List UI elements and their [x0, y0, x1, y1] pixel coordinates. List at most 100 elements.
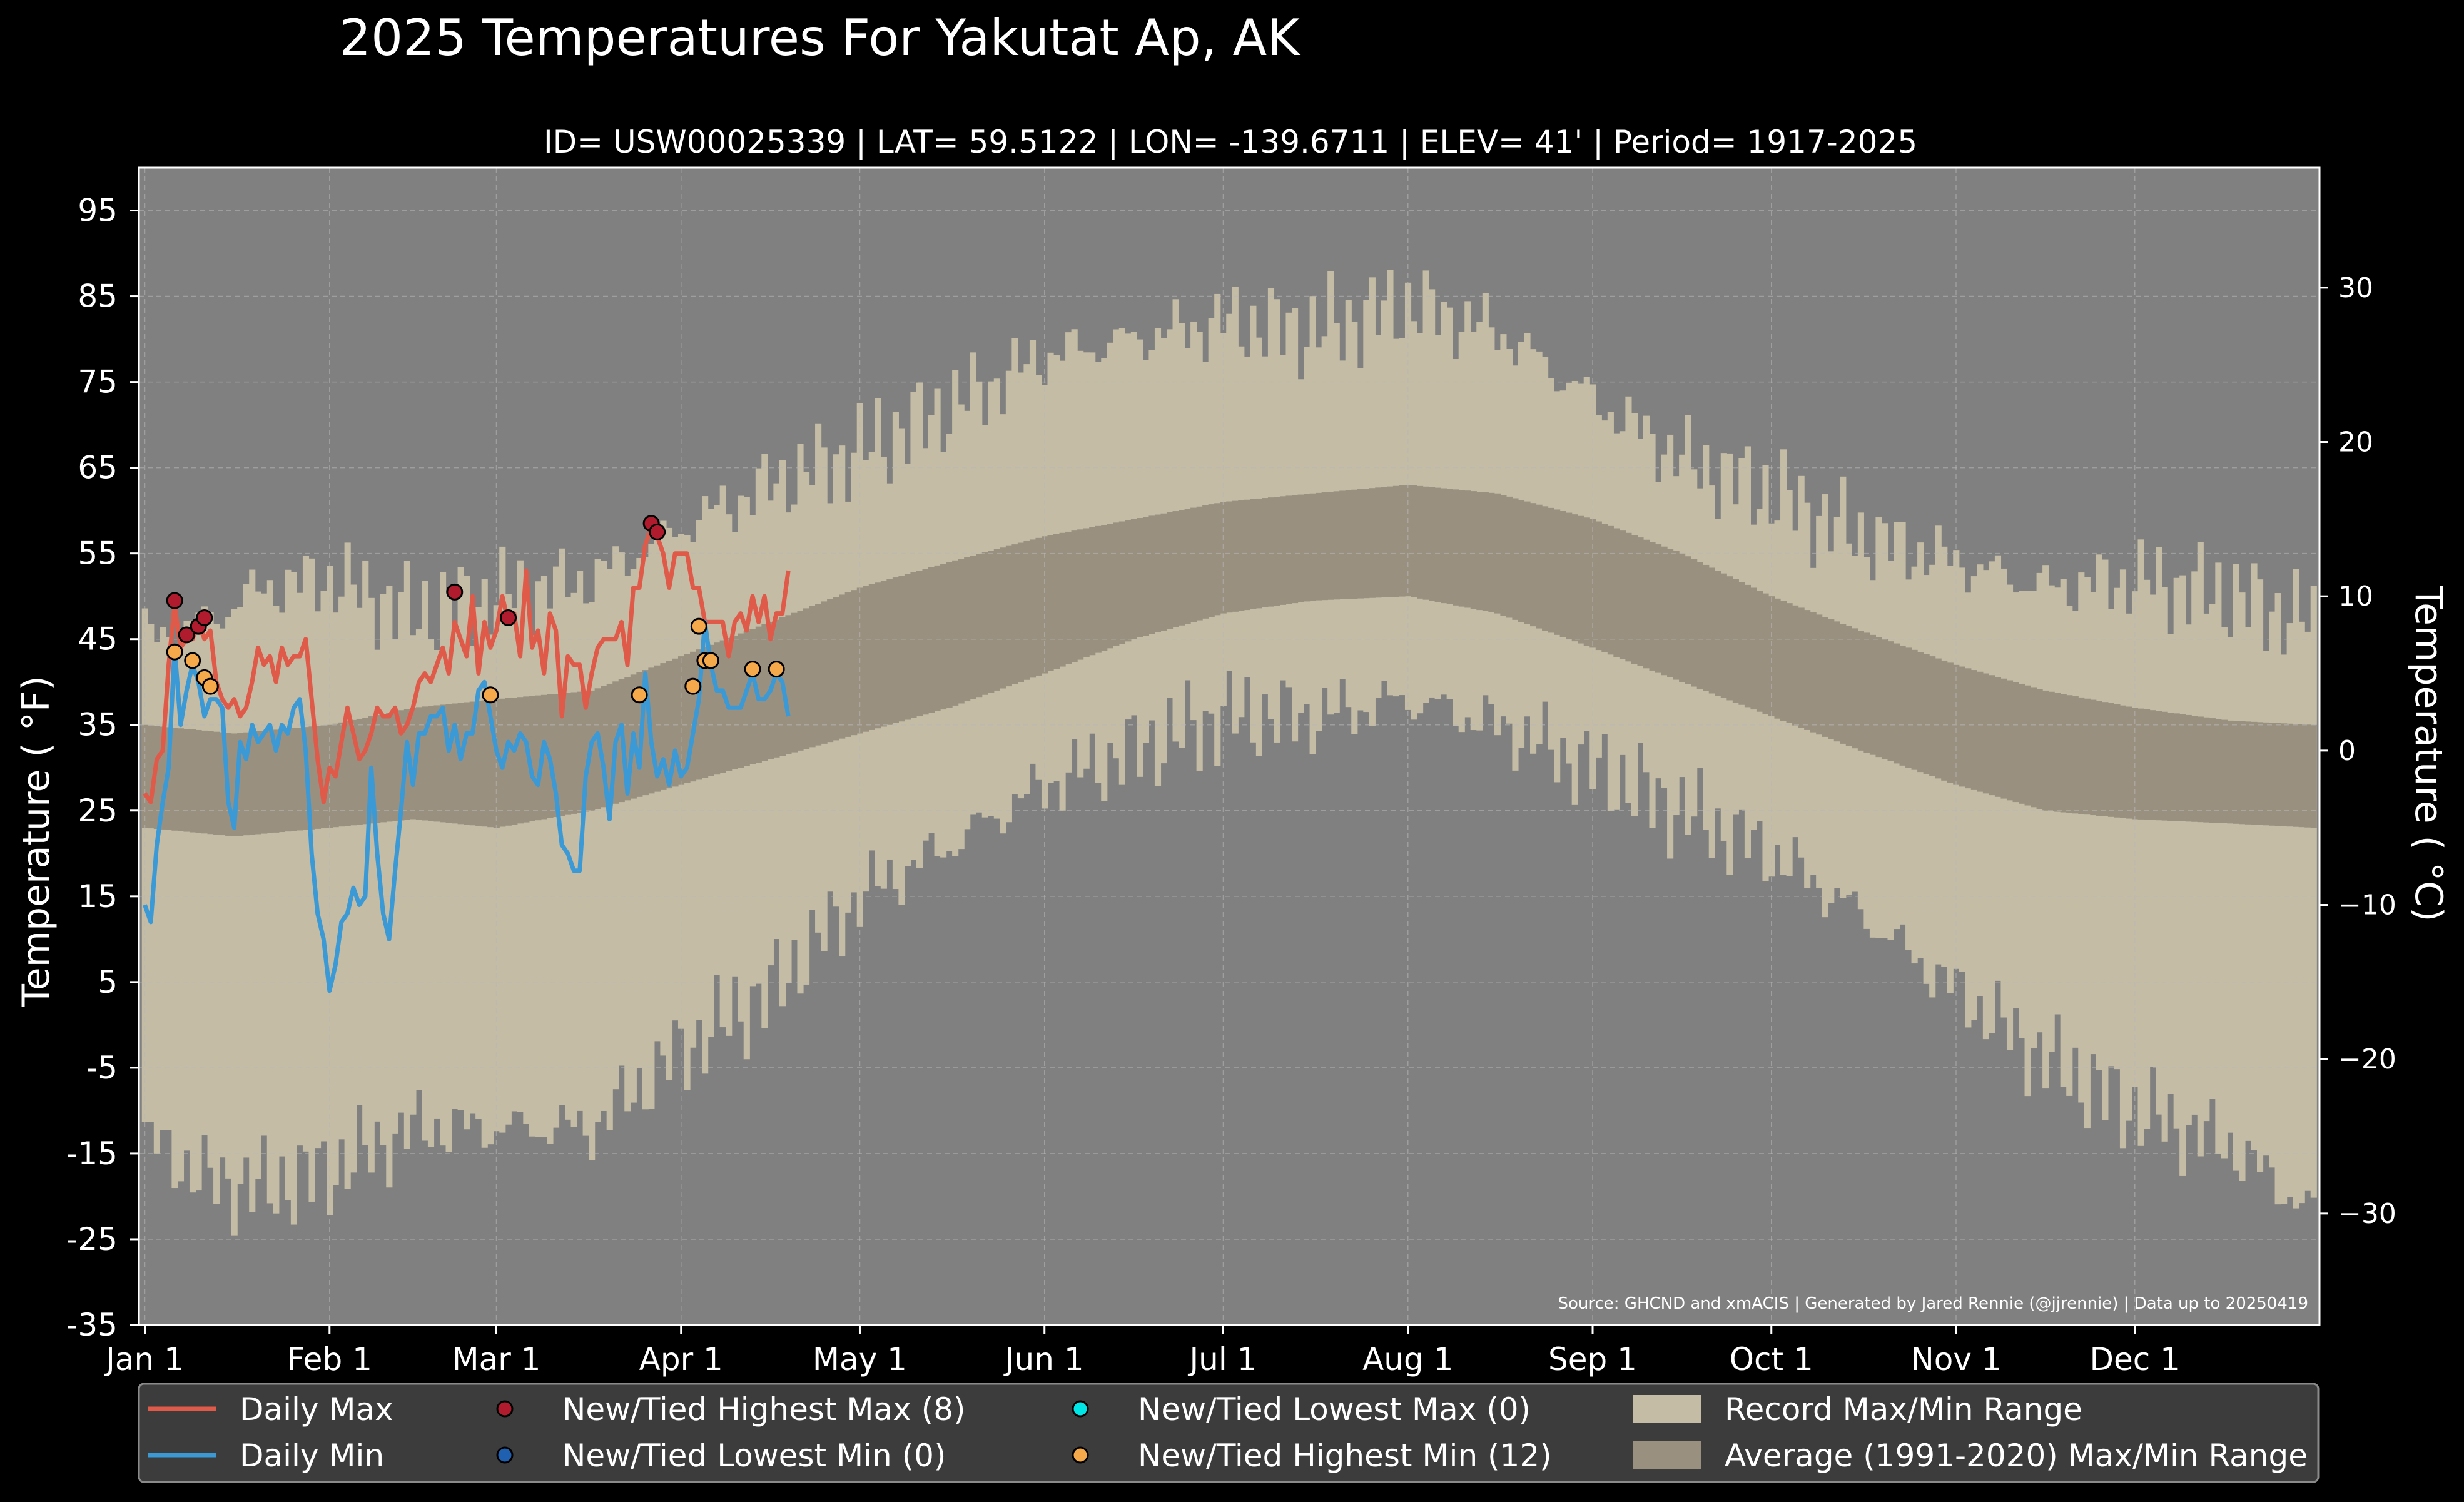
- average-range-bar: [249, 731, 256, 835]
- average-range-bar: [153, 726, 160, 830]
- record-range-bar: [2006, 584, 2014, 1050]
- record-range-bar: [2156, 547, 2162, 1115]
- record-range-bar: [642, 556, 649, 1110]
- average-range-bar: [1893, 643, 1900, 764]
- average-range-bar: [1232, 500, 1239, 612]
- average-range-bar: [2107, 703, 2115, 817]
- average-range-bar: [785, 615, 792, 754]
- average-range-bar: [2096, 701, 2102, 816]
- legend-label: Average (1991-2020) Max/Min Range: [1725, 1438, 2308, 1474]
- record-range-bar: [255, 591, 261, 1179]
- average-range-bar: [1059, 532, 1066, 667]
- average-range-bar: [2197, 716, 2204, 823]
- record-range-bar: [523, 598, 530, 1124]
- record-range-bar: [308, 558, 315, 1202]
- average-range-bar: [1744, 584, 1752, 708]
- average-range-bar: [1172, 511, 1179, 627]
- record-range-bar: [314, 611, 322, 1149]
- average-range-bar: [1631, 535, 1638, 664]
- record-range-bar: [261, 593, 268, 1136]
- record-range-bar: [422, 581, 428, 1141]
- x-tick-label: Mar 1: [452, 1341, 540, 1378]
- record-range-bar: [2131, 591, 2139, 1087]
- average-range-bar: [2286, 723, 2293, 827]
- average-range-bar: [707, 644, 714, 776]
- average-range-bar: [410, 708, 417, 820]
- average-range-bar: [1000, 547, 1006, 689]
- average-range-bar: [1840, 624, 1847, 744]
- record-range-bar: [690, 542, 697, 1048]
- record-range-bar: [2066, 606, 2073, 1096]
- average-range-bar: [1970, 670, 1977, 790]
- y-tick-label: 5: [98, 964, 118, 1000]
- average-range-bar: [1351, 489, 1358, 599]
- average-range-bar: [1142, 517, 1150, 636]
- average-range-bar: [1304, 494, 1311, 602]
- record-range-bar: [2203, 613, 2210, 1122]
- average-range-bar: [1720, 573, 1727, 698]
- average-range-bar: [1208, 504, 1215, 617]
- average-range-bar: [1583, 517, 1590, 646]
- legend-label: New/Tied Highest Min (12): [1138, 1438, 1552, 1474]
- record-range-bar: [1982, 570, 1989, 1040]
- chart-subtitle: ID= USW00025339 | LAT= 59.5122 | LON= -1…: [544, 124, 1917, 160]
- record-range-bar: [183, 621, 190, 1151]
- average-range-bar: [1160, 513, 1167, 631]
- average-range-bar: [1482, 492, 1489, 611]
- average-range-bar: [297, 728, 303, 831]
- y-axis-title-right: Temperature ( °C): [2406, 586, 2450, 922]
- x-tick-label: Aug 1: [1362, 1341, 1453, 1378]
- average-range-bar: [1005, 545, 1012, 687]
- average-range-bar: [2000, 678, 2007, 799]
- legend-label: New/Tied Highest Max (8): [562, 1391, 966, 1428]
- y-right-tick-label: −10: [2338, 890, 2396, 921]
- legend-swatch-marker: [1072, 1446, 1089, 1464]
- record-range-bar: [249, 569, 256, 1212]
- average-range-bar: [2024, 685, 2031, 806]
- average-range-bar: [601, 686, 607, 808]
- legend-item: New/Tied Highest Max (8): [496, 1391, 966, 1428]
- average-range-bar: [1476, 492, 1483, 611]
- average-range-bar: [1279, 496, 1287, 605]
- y-tick-label: -35: [66, 1307, 118, 1343]
- average-range-bar: [1810, 612, 1817, 733]
- record-range-bar: [2209, 604, 2216, 1099]
- average-range-bar: [1345, 490, 1352, 599]
- average-range-bar: [2042, 690, 2049, 811]
- record-range-bar: [684, 535, 691, 1090]
- average-range-bar: [1661, 546, 1668, 676]
- average-range-bar: [886, 579, 893, 725]
- highest-min-point: [684, 677, 702, 695]
- average-range-bar: [922, 569, 929, 715]
- average-range-bar: [2156, 711, 2162, 821]
- y-tick-label: 75: [78, 364, 118, 400]
- record-range-bar: [290, 572, 298, 1225]
- legend-swatch-patch: [1633, 1441, 1701, 1469]
- y-tick-label: 65: [78, 450, 118, 486]
- y-tick-label: -15: [66, 1135, 118, 1172]
- average-range-bar: [1774, 598, 1781, 719]
- average-range-bar: [1768, 596, 1775, 717]
- record-range-bar: [2304, 631, 2311, 1191]
- average-range-bar: [1077, 529, 1084, 660]
- highest-max-point: [178, 626, 195, 644]
- average-range-bar: [1667, 549, 1674, 677]
- average-range-bar: [2281, 723, 2288, 826]
- record-range-bar: [2107, 609, 2115, 1067]
- average-range-bar: [928, 567, 935, 713]
- average-range-bar: [2233, 721, 2240, 824]
- y-right-tick-label: −30: [2338, 1198, 2396, 1230]
- average-range-bar: [1333, 491, 1340, 600]
- legend-label: Daily Min: [240, 1438, 384, 1474]
- average-range-bar: [1316, 492, 1322, 601]
- average-range-bar: [1977, 671, 1984, 792]
- y-tick-label: -5: [86, 1050, 118, 1086]
- average-range-bar: [2102, 702, 2109, 816]
- average-range-bar: [1065, 531, 1072, 664]
- average-range-bar: [833, 597, 839, 741]
- average-range-bar: [1202, 505, 1209, 619]
- record-range-bar: [2191, 571, 2198, 1115]
- plot-frame: [138, 166, 2321, 1326]
- average-range-bar: [851, 590, 858, 736]
- average-range-bar: [898, 576, 905, 722]
